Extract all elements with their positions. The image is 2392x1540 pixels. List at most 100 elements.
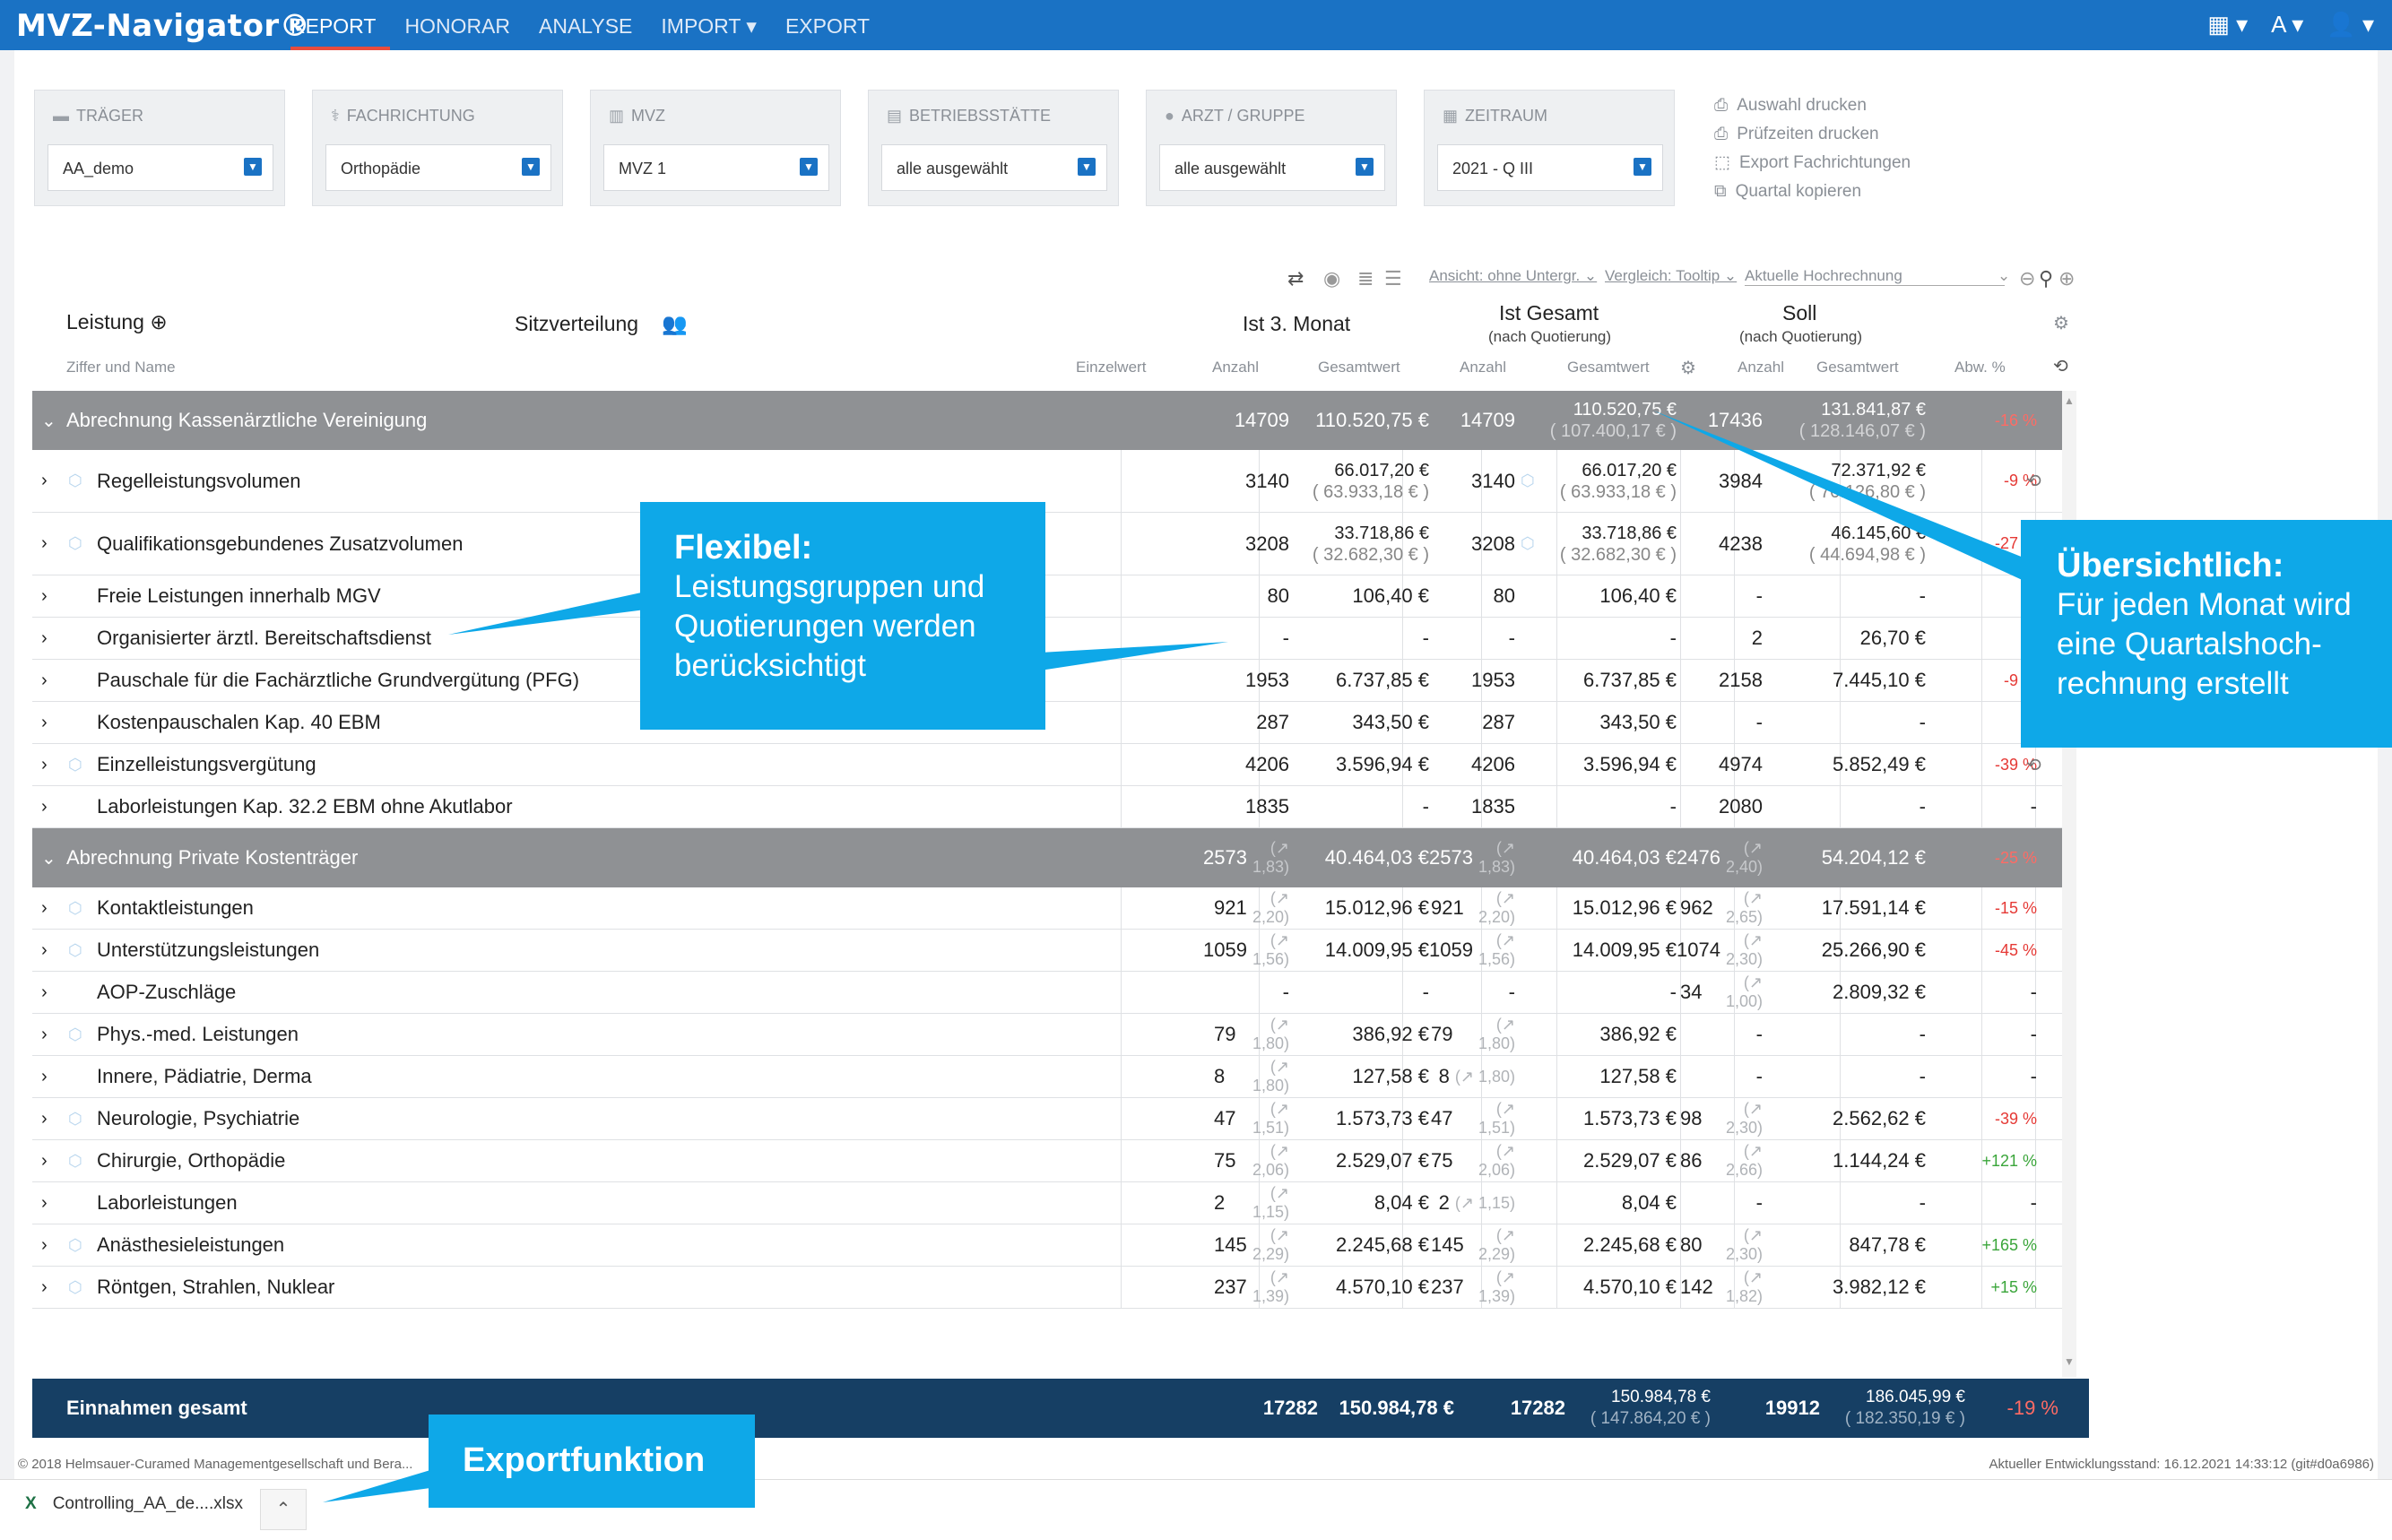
expand-chevron-icon[interactable]: › [41,1108,48,1129]
filter-select-0[interactable]: AA_demo ▼ [48,144,273,191]
table-row[interactable]: › Innere, Pädiatrie, Derma 8 (↗ 1,80) 127,58… [32,1056,2066,1098]
expand-chevron-icon[interactable]: › [41,533,48,553]
table-row[interactable]: › ⬡ Kontaktleistungen 921 (↗ 2,20) 15.012,96 … [32,887,2066,930]
cell-anzahl-3: 4238 [1680,513,1763,575]
collapse-chevron-icon[interactable]: ⌄ [41,411,56,431]
user-menu-icon[interactable]: 👤 ▾ [2327,11,2374,38]
action-link-1[interactable]: ⎙ Prüfzeiten drucken [1714,120,1920,149]
group-gear-icon[interactable]: ⬡ [68,940,82,959]
action-link-0[interactable]: ⎙ Auswahl drucken [1714,91,1920,120]
group-row[interactable]: ⌄ Abrechnung Kassenärztliche Vereinigung 1… [32,391,2066,450]
history-icon[interactable]: ⟲ [2053,357,2068,376]
download-item[interactable]: X Controlling_AA_de....xlsx [25,1494,243,1514]
zoom-in-icon[interactable]: ⊕ [2058,267,2076,290]
dropdown-caret-icon[interactable]: ▼ [1634,158,1651,176]
table-row[interactable]: › ⬡ Anästhesieleistungen 145 (↗ 2,29) 2.245,6… [32,1224,2066,1267]
expand-chevron-icon[interactable]: › [41,585,48,606]
expand-chevron-icon[interactable]: › [41,1192,48,1213]
expand-chevron-icon[interactable]: › [41,754,48,774]
table-row[interactable]: › ⬡ Regelleistungsvolumen 3140 66.017,20 €( … [32,450,2066,513]
dropdown-caret-icon[interactable]: ▼ [800,158,818,176]
scroll-up-icon[interactable]: ▲ [2064,394,2075,407]
col-header-leistung[interactable]: Leistung ⊕ [66,310,168,333]
action-link-2[interactable]: ⬚ Export Fachrichtungen [1714,149,1920,177]
filter-select-5[interactable]: 2021 - Q III ▼ [1437,144,1663,191]
dropdown-caret-icon[interactable]: ▼ [244,158,262,176]
nav-item-4[interactable]: EXPORT [784,14,871,38]
group-row[interactable]: ⌄ Abrechnung Private Kostenträger 2573 (↗ 1… [32,828,2066,887]
list-icon[interactable]: ☰ [1384,267,1402,290]
filter-select-2[interactable]: MVZ 1 ▼ [603,144,829,191]
search-icon[interactable]: ⚲ [2039,267,2054,290]
font-size-icon[interactable]: A ▾ [2271,11,2304,38]
view-select[interactable]: Ansicht: ohne Untergr. ⌄ [1429,267,1598,284]
dropdown-caret-icon[interactable]: ▼ [522,158,540,176]
filter-select-4[interactable]: alle ausgewählt ▼ [1159,144,1385,191]
projection-chevron-icon[interactable]: ⌄ [1998,267,2011,284]
table-row[interactable]: › ⬡ Chirurgie, Orthopädie 75 (↗ 2,06) 2.529,0… [32,1140,2066,1182]
table-row[interactable]: › ⬡ Unterstützungsleistungen 1059 (↗ 1,56) 14… [32,930,2066,972]
group-gear-icon[interactable]: ⬡ [68,472,82,489]
table-row[interactable]: › Organisierter ärztl. Bereitschaftsdiens… [32,618,2066,660]
group-gear-icon[interactable]: ⬡ [68,534,82,552]
col-einzelwert: Einzelwert [1076,359,1147,376]
filter-select-3[interactable]: alle ausgewählt ▼ [881,144,1107,191]
table-row[interactable]: › ⬡ Qualifikationsgebundenes Zusatzvolumen… [32,513,2066,575]
gear-icon[interactable]: ⚙ [1680,359,1696,378]
table-row[interactable]: › Freie Leistungen innerhalb MGV 80 106,40 … [32,575,2066,618]
expand-chevron-icon[interactable]: › [41,1066,48,1086]
group-gear-icon[interactable]: ⬡ [68,1277,82,1296]
expand-chevron-icon[interactable]: › [41,897,48,918]
people-icon[interactable]: 👥 [662,312,688,335]
group-gear-icon[interactable]: ⬡ [68,898,82,917]
download-chevron-icon[interactable]: ⌃ [260,1489,307,1530]
group-gear-icon[interactable]: ⬡ [68,755,82,774]
dropdown-caret-icon[interactable]: ▼ [1356,158,1374,176]
nav-item-1[interactable]: HONORAR [404,14,510,38]
indent-icon[interactable]: ≣ [1357,267,1374,290]
table-row[interactable]: › Laborleistungen Kap. 32.2 EBM ohne Akut… [32,786,2066,828]
nav-item-0[interactable]: REPORT [290,0,391,50]
dropdown-caret-icon[interactable]: ▼ [1078,158,1096,176]
expand-chevron-icon[interactable]: › [41,796,48,817]
view-toggle-icon[interactable]: ▦ ▾ [2207,11,2249,38]
filter-select-1[interactable]: Orthopädie ▼ [325,144,551,191]
expand-chevron-icon[interactable]: › [41,1024,48,1044]
compare-select[interactable]: Vergleich: Tooltip ⌄ [1605,267,1738,284]
expand-chevron-icon[interactable]: › [41,1276,48,1297]
quota-gear-icon[interactable]: ⬡ [1521,534,1535,552]
group-gear-icon[interactable]: ⬡ [68,1109,82,1128]
swap-icon[interactable]: ⇄ [1287,267,1304,290]
eye-icon[interactable]: ◉ [1323,267,1341,290]
scroll-down-icon[interactable]: ▼ [2064,1355,2075,1368]
expand-chevron-icon[interactable]: › [41,471,48,490]
table-row[interactable]: › ⬡ Phys.-med. Leistungen 79 (↗ 1,80) 386,92 … [32,1014,2066,1056]
expand-chevron-icon[interactable]: › [41,1150,48,1171]
history-icon[interactable]: ⟲ [2026,755,2041,775]
table-row[interactable]: › Pauschale für die Fachärztliche Grundve… [32,660,2066,702]
expand-chevron-icon[interactable]: › [41,670,48,690]
table-row[interactable]: › Kostenpauschalen Kap. 40 EBM 287 343,50 €… [32,702,2066,744]
nav-item-2[interactable]: ANALYSE [539,14,633,38]
expand-chevron-icon[interactable]: › [41,1234,48,1255]
history-icon[interactable]: ⟲ [2026,472,2041,491]
expand-chevron-icon[interactable]: › [41,939,48,960]
nav-item-3[interactable]: IMPORT ▾ [661,14,757,38]
projection-select[interactable]: Aktuelle Hochrechnung [1745,267,2005,286]
group-gear-icon[interactable]: ⬡ [68,1151,82,1170]
quota-gear-icon[interactable]: ⬡ [1521,472,1535,489]
table-row[interactable]: › AOP-Zuschläge - - - -34 (↗ 1,00) 2.809,32 € - [32,972,2066,1014]
expand-chevron-icon[interactable]: › [41,982,48,1002]
zoom-out-icon[interactable]: ⊖ [2019,267,2036,290]
table-row[interactable]: › ⬡ Röntgen, Strahlen, Nuklear 237 (↗ 1,39) 4… [32,1267,2066,1309]
expand-chevron-icon[interactable]: › [41,712,48,732]
table-row[interactable]: › Laborleistungen 2 (↗ 1,15) 8,04 €2 (↗ 1,15)… [32,1182,2066,1224]
table-row[interactable]: › ⬡ Einzelleistungsvergütung 4206 3.596,94 €… [32,744,2066,786]
settings-icon[interactable]: ⚙ [2053,314,2069,333]
table-row[interactable]: › ⬡ Neurologie, Psychiatrie 47 (↗ 1,51) 1.573… [32,1098,2066,1140]
group-gear-icon[interactable]: ⬡ [68,1025,82,1043]
action-link-3[interactable]: ⧉ Quartal kopieren [1714,177,1920,206]
collapse-chevron-icon[interactable]: ⌄ [41,848,56,869]
group-gear-icon[interactable]: ⬡ [68,1235,82,1254]
expand-chevron-icon[interactable]: › [41,627,48,648]
